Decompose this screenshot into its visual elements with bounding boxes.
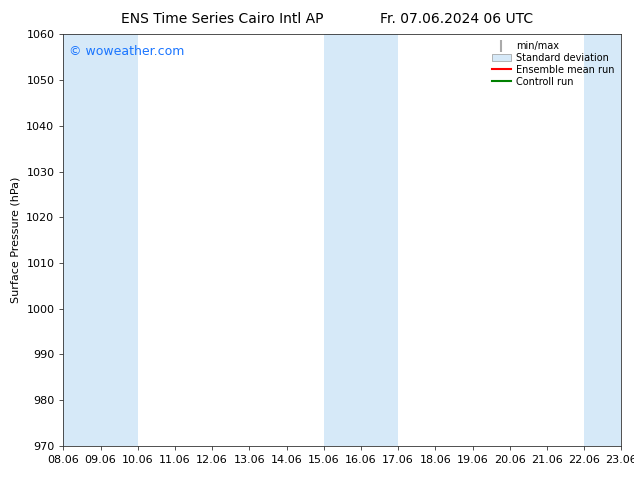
Y-axis label: Surface Pressure (hPa): Surface Pressure (hPa) — [11, 177, 21, 303]
Text: © woweather.com: © woweather.com — [69, 45, 184, 58]
Bar — [63, 34, 138, 446]
Bar — [584, 34, 621, 446]
Legend: min/max, Standard deviation, Ensemble mean run, Controll run: min/max, Standard deviation, Ensemble me… — [489, 39, 616, 89]
Text: ENS Time Series Cairo Intl AP: ENS Time Series Cairo Intl AP — [120, 12, 323, 26]
Bar — [324, 34, 398, 446]
Text: Fr. 07.06.2024 06 UTC: Fr. 07.06.2024 06 UTC — [380, 12, 533, 26]
